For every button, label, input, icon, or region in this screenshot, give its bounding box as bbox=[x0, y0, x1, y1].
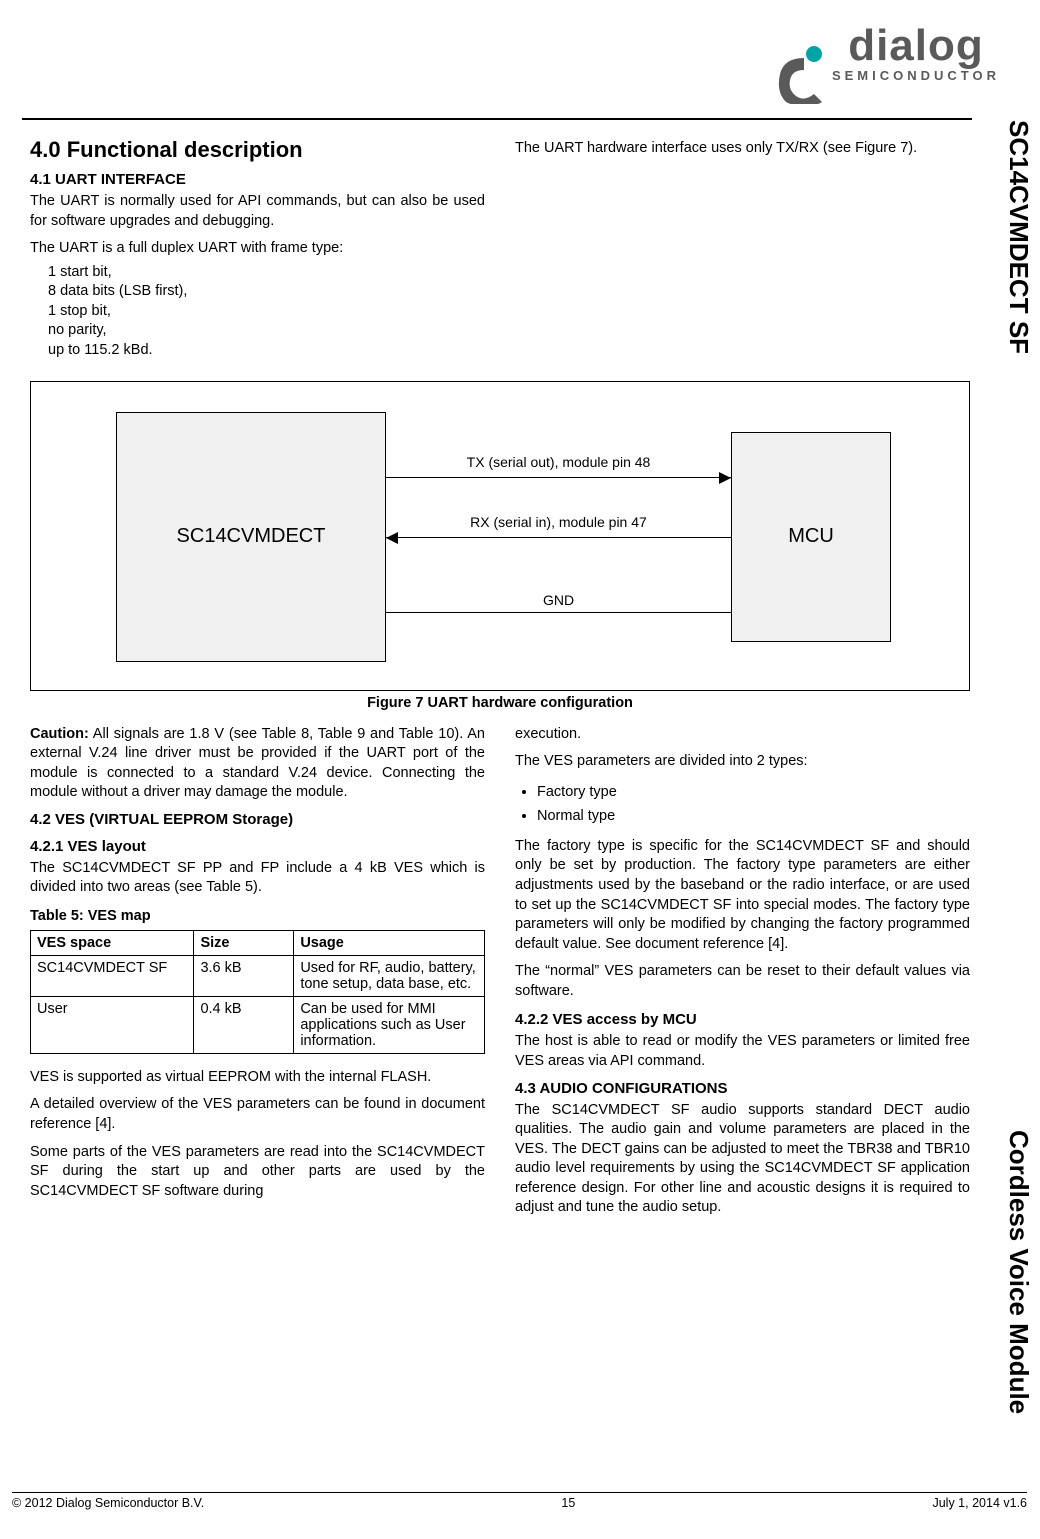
ves-layout-p: The SC14CVMDECT SF PP and FP include a 4… bbox=[30, 859, 485, 898]
tx-arrow-icon bbox=[719, 472, 731, 484]
figure-node-mcu: MCU bbox=[731, 432, 891, 642]
figure-node-sc14-label: SC14CVMDECT bbox=[177, 525, 326, 548]
gnd-line bbox=[386, 612, 731, 614]
table-5-title: Table 5: VES map bbox=[30, 908, 485, 924]
brand-logo: dialog SEMICONDUCTOR bbox=[832, 24, 1000, 84]
content-area: 4.0 Functional description 4.1 UART INTE… bbox=[30, 135, 970, 1226]
right-p1: The VES parameters are divided into 2 ty… bbox=[515, 752, 970, 772]
figure-7-caption: Figure 7 UART hardware configuration bbox=[30, 695, 970, 711]
section-4-2-title: 4.2 VES (VIRTUAL EEPROM Storage) bbox=[30, 811, 485, 828]
th-size: Size bbox=[194, 930, 294, 955]
footer: © 2012 Dialog Semiconductor B.V. 15 July… bbox=[12, 1492, 1027, 1510]
ves-p2: A detailed overview of the VES parameter… bbox=[30, 1095, 485, 1134]
gnd-label: GND bbox=[406, 592, 711, 608]
th-usage: Usage bbox=[294, 930, 485, 955]
td: SC14CVMDECT SF bbox=[31, 955, 194, 996]
dialog-logo-icon bbox=[774, 44, 828, 108]
ves-type-list: Factory type Normal type bbox=[515, 780, 970, 829]
caution-p: Caution: All signals are 1.8 V (see Tabl… bbox=[30, 725, 485, 803]
uart-p2: The UART is a full duplex UART with fram… bbox=[30, 239, 485, 259]
footer-left: © 2012 Dialog Semiconductor B.V. bbox=[12, 1496, 204, 1510]
right-cont: execution. bbox=[515, 725, 970, 745]
tx-label: TX (serial out), module pin 48 bbox=[406, 454, 711, 470]
frame-item: up to 115.2 kBd. bbox=[48, 341, 485, 361]
frame-list: 1 start bit, 8 data bits (LSB first), 1 … bbox=[30, 263, 485, 361]
footer-right: July 1, 2014 v1.6 bbox=[932, 1496, 1027, 1510]
bullet-factory: Factory type bbox=[537, 780, 970, 805]
frame-item: no parity, bbox=[48, 321, 485, 341]
uart-p1: The UART is normally used for API comman… bbox=[30, 192, 485, 231]
figure-node-mcu-label: MCU bbox=[788, 525, 834, 548]
frame-item: 1 stop bit, bbox=[48, 302, 485, 322]
frame-item: 8 data bits (LSB first), bbox=[48, 282, 485, 302]
s422-p: The host is able to read or modify the V… bbox=[515, 1032, 970, 1071]
header-rule bbox=[22, 118, 972, 120]
table-row: User 0.4 kB Can be used for MMI applicat… bbox=[31, 996, 485, 1053]
table-5: VES space Size Usage SC14CVMDECT SF 3.6 … bbox=[30, 930, 485, 1054]
rx-label: RX (serial in), module pin 47 bbox=[406, 514, 711, 530]
section-4-2-2-title: 4.2.2 VES access by MCU bbox=[515, 1011, 970, 1028]
bullet-normal: Normal type bbox=[537, 804, 970, 829]
right-p2: The factory type is specific for the SC1… bbox=[515, 837, 970, 954]
td: Used for RF, audio, battery, tone setup,… bbox=[294, 955, 485, 996]
s43-p: The SC14CVMDECT SF audio supports standa… bbox=[515, 1101, 970, 1218]
table-row: SC14CVMDECT SF 3.6 kB Used for RF, audio… bbox=[31, 955, 485, 996]
right-p3: The “normal” VES parameters can be reset… bbox=[515, 962, 970, 1001]
table-header-row: VES space Size Usage bbox=[31, 930, 485, 955]
uart-right-p: The UART hardware interface uses only TX… bbox=[515, 139, 970, 159]
brand-name: dialog bbox=[848, 21, 984, 70]
section-4-3-title: 4.3 AUDIO CONFIGURATIONS bbox=[515, 1080, 970, 1097]
tx-line bbox=[386, 477, 731, 479]
frame-item: 1 start bit, bbox=[48, 263, 485, 283]
section-4-2-1-title: 4.2.1 VES layout bbox=[30, 838, 485, 855]
th-ves-space: VES space bbox=[31, 930, 194, 955]
td: Can be used for MMI applications such as… bbox=[294, 996, 485, 1053]
side-label-product: SC14CVMDECT SF bbox=[1003, 120, 1034, 354]
caution-rest: All signals are 1.8 V (see Table 8, Tabl… bbox=[30, 726, 485, 801]
figure-node-sc14: SC14CVMDECT bbox=[116, 412, 386, 662]
section-4-1-title: 4.1 UART INTERFACE bbox=[30, 171, 485, 188]
td: 0.4 kB bbox=[194, 996, 294, 1053]
td: 3.6 kB bbox=[194, 955, 294, 996]
footer-page: 15 bbox=[561, 1496, 575, 1510]
ves-p1: VES is supported as virtual EEPROM with … bbox=[30, 1068, 485, 1088]
brand-sub: SEMICONDUCTOR bbox=[832, 68, 1000, 83]
ves-p3: Some parts of the VES parameters are rea… bbox=[30, 1143, 485, 1202]
side-label-module: Cordless Voice Module bbox=[1003, 1130, 1034, 1414]
td: User bbox=[31, 996, 194, 1053]
caution-lead: Caution: bbox=[30, 726, 89, 742]
rx-arrow-icon bbox=[386, 532, 398, 544]
figure-7-box: SC14CVMDECT MCU TX (serial out), module … bbox=[30, 381, 970, 691]
section-4-title: 4.0 Functional description bbox=[30, 137, 485, 163]
rx-line bbox=[386, 537, 731, 539]
header: dialog SEMICONDUCTOR bbox=[22, 18, 1010, 108]
